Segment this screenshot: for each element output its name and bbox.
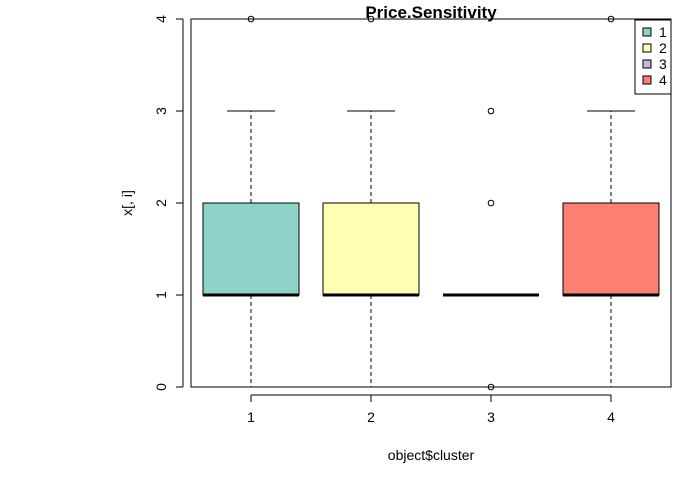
legend-box xyxy=(634,19,672,95)
x-tick-label: 1 xyxy=(247,409,255,425)
plot-frame xyxy=(190,18,672,388)
x-tick-label: 3 xyxy=(487,409,495,425)
outlier-point xyxy=(247,15,255,23)
y-tick-label: 4 xyxy=(153,15,169,23)
box-group-2 xyxy=(322,15,420,388)
legend-label: 1 xyxy=(659,24,667,40)
legend-swatch xyxy=(642,27,652,37)
box-group-4 xyxy=(562,15,660,388)
outlier-point xyxy=(487,383,495,391)
y-tick-label: 2 xyxy=(153,199,169,207)
outlier-point xyxy=(487,199,495,207)
box-iqr xyxy=(562,202,660,296)
box-group-3 xyxy=(443,107,539,391)
x-axis-label: object$cluster xyxy=(388,447,475,463)
outlier-point xyxy=(367,15,375,23)
y-axis-label: x[, i] xyxy=(119,190,135,216)
y-tick-label: 0 xyxy=(153,383,169,391)
box-group-1 xyxy=(202,15,300,388)
y-tick-label: 1 xyxy=(153,291,169,299)
boxes-layer xyxy=(202,15,660,391)
y-axis: 0 1 2 3 4 xyxy=(153,15,184,391)
legend-swatch xyxy=(642,59,652,69)
y-tick-label: 3 xyxy=(153,107,169,115)
legend-label: 2 xyxy=(659,40,667,56)
chart-title: Price.Sensitivity xyxy=(365,3,497,22)
outlier-point xyxy=(487,107,495,115)
x-tick-label: 2 xyxy=(367,409,375,425)
legend-label: 4 xyxy=(659,72,667,88)
x-tick-label: 4 xyxy=(607,409,615,425)
legend-swatch xyxy=(642,43,652,53)
box-iqr xyxy=(322,202,420,296)
legend-label: 3 xyxy=(659,56,667,72)
box-iqr xyxy=(202,202,300,296)
x-axis: 1 2 3 4 xyxy=(247,394,615,425)
outlier-point xyxy=(607,15,615,23)
legend-swatch xyxy=(642,75,652,85)
